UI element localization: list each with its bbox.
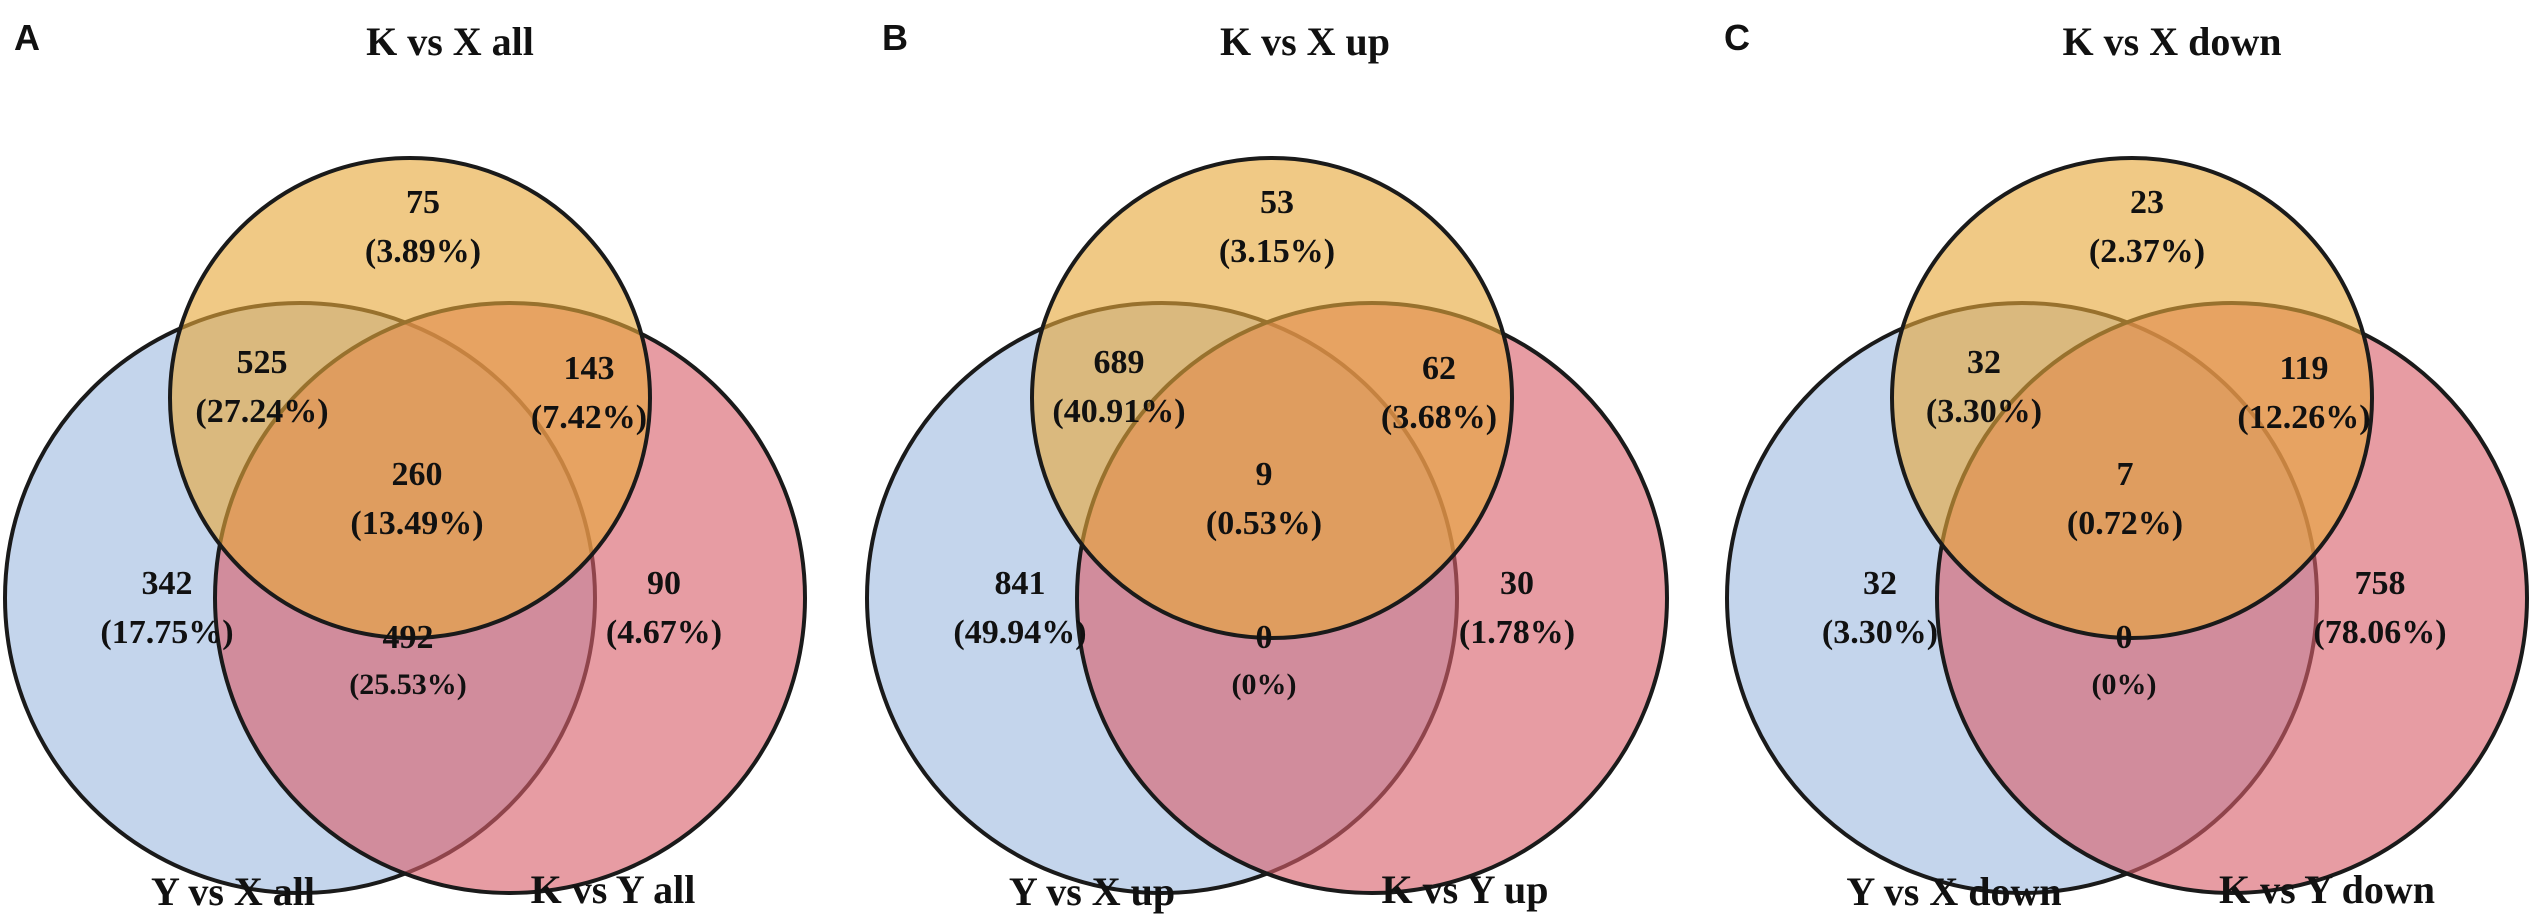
- top-left-count: 525: [237, 344, 288, 381]
- top-only-count: 23: [2130, 184, 2164, 221]
- panel-letter: C: [1724, 17, 1750, 58]
- left-right-pct: (25.53%): [349, 668, 466, 701]
- left-right-pct: (0%): [2092, 668, 2157, 701]
- venn-panel-a: A K vs X all 75 (3.89%) 525 (27.24%) 143…: [3, 17, 807, 914]
- panel-letter: A: [14, 17, 40, 58]
- top-left-count: 32: [1967, 344, 2001, 381]
- top-set-circle: [1030, 156, 1514, 640]
- top-right-pct: (7.42%): [531, 399, 647, 436]
- top-set-label: K vs X down: [2063, 19, 2282, 64]
- left-only-pct: (17.75%): [100, 614, 233, 651]
- top-right-count: 119: [2279, 350, 2328, 387]
- left-right-pct: (0%): [1232, 668, 1297, 701]
- left-only-pct: (49.94%): [953, 614, 1086, 651]
- right-only-count: 90: [647, 565, 681, 602]
- top-left-pct: (40.91%): [1052, 393, 1185, 430]
- top-left-count: 689: [1094, 344, 1145, 381]
- left-only-pct: (3.30%): [1822, 614, 1938, 651]
- top-left-pct: (3.30%): [1926, 393, 2042, 430]
- top-set-circle: [168, 156, 652, 640]
- right-only-count: 758: [2355, 565, 2406, 602]
- top-set-circle: [1890, 156, 2374, 640]
- top-right-pct: (3.68%): [1381, 399, 1497, 436]
- center-count: 7: [2117, 456, 2134, 493]
- top-right-count: 143: [564, 350, 615, 387]
- right-only-count: 30: [1500, 565, 1534, 602]
- center-count: 260: [392, 456, 443, 493]
- center-count: 9: [1256, 456, 1273, 493]
- right-only-pct: (4.67%): [606, 614, 722, 651]
- left-right-count: 0: [1256, 619, 1273, 656]
- right-only-pct: (1.78%): [1459, 614, 1575, 651]
- center-pct: (0.53%): [1206, 505, 1322, 542]
- left-right-count: 492: [383, 619, 434, 656]
- left-only-count: 32: [1863, 565, 1897, 602]
- top-right-pct: (12.26%): [2237, 399, 2370, 436]
- top-only-pct: (3.15%): [1219, 233, 1335, 270]
- left-only-count: 342: [142, 565, 193, 602]
- top-set-label: K vs X all: [366, 19, 534, 64]
- center-pct: (0.72%): [2067, 505, 2183, 542]
- top-only-count: 75: [406, 184, 440, 221]
- top-set-label: K vs X up: [1220, 19, 1390, 64]
- left-right-count: 0: [2116, 619, 2133, 656]
- right-only-pct: (78.06%): [2313, 614, 2446, 651]
- venn-panel-b: B K vs X up 53 (3.15%) 689 (40.91%) 62 (…: [865, 17, 1669, 914]
- venn-panel-c: C K vs X down 23 (2.37%) 32 (3.30%) 119 …: [1724, 17, 2529, 914]
- left-only-count: 841: [995, 565, 1046, 602]
- top-left-pct: (27.24%): [195, 393, 328, 430]
- left-set-label: Y vs X up: [1009, 869, 1175, 914]
- top-only-pct: (3.89%): [365, 233, 481, 270]
- left-set-label: Y vs X down: [1846, 869, 2061, 914]
- panel-letter: B: [882, 17, 908, 58]
- top-only-pct: (2.37%): [2089, 233, 2205, 270]
- top-right-count: 62: [1422, 350, 1456, 387]
- right-set-label: K vs Y down: [2219, 867, 2435, 912]
- left-set-label: Y vs X all: [151, 869, 315, 914]
- right-set-label: K vs Y all: [531, 867, 696, 912]
- right-set-label: K vs Y up: [1381, 867, 1548, 912]
- center-pct: (13.49%): [350, 505, 483, 542]
- top-only-count: 53: [1260, 184, 1294, 221]
